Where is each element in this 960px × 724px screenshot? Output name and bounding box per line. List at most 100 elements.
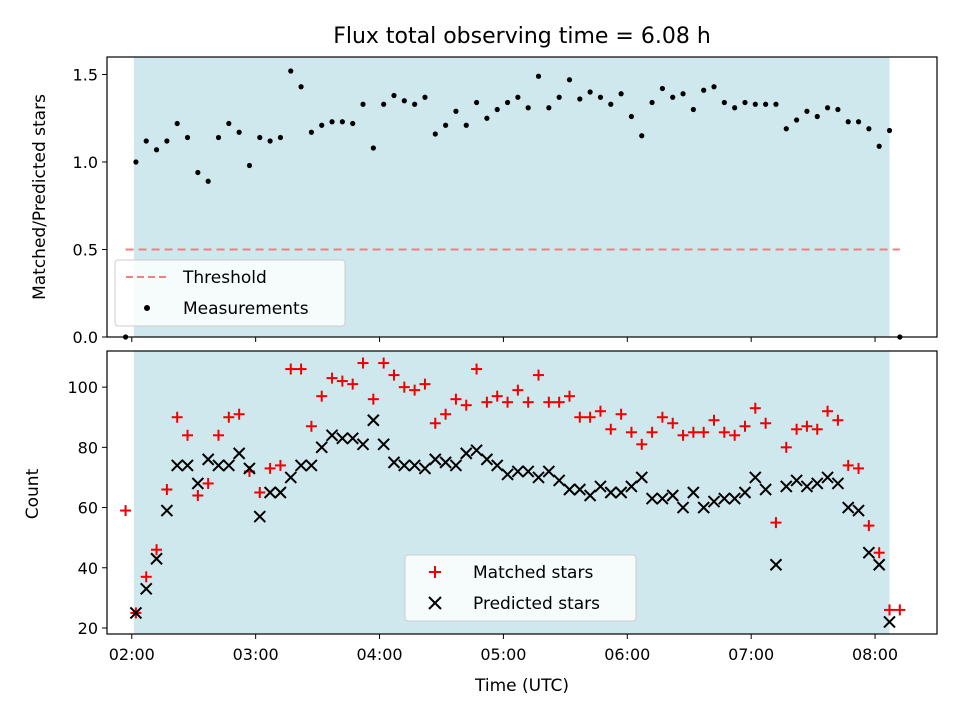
matched-star-point [140,571,152,583]
matched-star-point [594,405,606,417]
matched-star-point [842,459,854,471]
predicted-star-point [274,486,287,499]
predicted-star-point [263,486,277,499]
bottom-legend: Matched stars Predicted stars [404,554,637,622]
matched-star-point [171,411,183,423]
matched-star-point [894,604,906,616]
predicted-star-d2 [170,459,184,472]
matched-star-point [729,429,741,441]
bottom-x-axis-ticks: 02:00 03:00 04:00 05:00 06:00 07:00 08:00 [109,634,898,664]
measurement-point [267,138,273,144]
measurement-point [824,105,831,111]
measurement-point [752,101,758,107]
measurement-point [515,94,521,100]
measurement-point [432,131,438,137]
measurement-point [257,134,263,141]
predicted-star-point [831,477,845,490]
predicted-star-point [821,471,834,484]
predicted-star-point [315,441,328,454]
matched-star-point [522,396,534,408]
measurement-point [277,134,284,141]
matched-star-point [801,420,813,432]
predicted-star-point [563,483,576,496]
predicted-star-d2 [707,495,721,508]
predicted-star-d2 [294,459,308,472]
matched-star-point [884,604,896,616]
predicted-star-d2 [491,459,504,472]
matched-star-point [233,408,245,420]
matched-star-point [698,426,710,438]
chart-title: Flux total observing time = 6.08 h [333,24,711,49]
predicted-star-d2 [511,465,525,478]
measurement-point [701,87,707,93]
legend-predicted-swatch [428,596,442,610]
legend-predicted-label: Predicted stars [473,594,600,614]
matched-star-point [811,423,823,435]
measurement-point [763,101,769,107]
matched-star-point [357,357,369,369]
measurement-point [319,122,325,128]
bottom-y-tick-label: 40 [78,559,98,578]
predicted-star-d2 [842,501,855,514]
predicted-star-point [656,492,669,505]
matched-star-point [553,396,565,408]
x-tick-label: 02:00 [109,645,155,664]
count-points [120,357,906,629]
predicted-star-point [594,480,607,493]
predicted-star-d2 [325,429,339,442]
measurement-point [773,101,779,107]
predicted-star-point [521,465,535,478]
matched-star-point [336,375,348,387]
matched-star-point [687,426,699,438]
predicted-star-d2 [212,459,225,472]
predicted-star-point [707,495,721,508]
bottom-panel-frame [106,350,938,635]
predicted-star-point [614,486,628,499]
predicted-star-point [552,474,566,487]
matched-star-point [450,393,462,405]
measurement-point [370,145,376,151]
measurement-point [845,119,851,125]
predicted-star-point [666,489,679,502]
predicted-star-d2 [604,486,617,499]
predicted-star-d2 [521,465,535,478]
predicted-star-point [852,504,865,517]
predicted-star-point [140,582,153,596]
predicted-star-point [325,429,339,442]
measurement-point [381,101,387,107]
matched-star-point [718,426,730,438]
predicted-star-d2 [480,453,494,466]
matched-star-point [656,411,668,423]
predicted-star-point [387,456,401,469]
predicted-star-d2 [140,582,153,596]
predicted-star-point [759,483,772,496]
matched-star-point [120,505,132,517]
matched-star-point [770,517,782,529]
top-y-axis-label: Matched/Predicted stars [30,94,50,300]
predicted-star-point [201,453,215,466]
predicted-star-d2 [728,492,741,505]
measurement-point [246,162,253,169]
bottom-y-tick-label: 80 [78,438,98,457]
legend-measurements-label: Measurements [183,299,309,319]
top-panel: 0.0 0.5 1.0 1.5 Matched/Predicted stars Thr… [30,56,938,347]
predicted-star-d2 [356,438,370,451]
predicted-star-d2 [470,444,483,457]
predicted-star-d2 [201,453,215,466]
predicted-star-d2 [243,462,256,475]
predicted-star-point [470,444,483,457]
measurement-point [401,98,407,104]
predicted-star-d2 [862,546,876,559]
measurement-point [577,96,583,102]
predicted-star-d2 [811,477,824,490]
measurement-point [742,99,748,106]
predicted-star-d2 [718,492,731,505]
matched-star-point [605,423,617,435]
bottom-y-tick-label: 60 [78,499,98,518]
measurement-point [721,99,727,106]
matched-star-point [502,396,514,408]
matched-star-point [584,411,596,423]
predicted-star-point [150,552,163,565]
top-legend-box [114,259,346,327]
measurement-points [122,68,903,340]
